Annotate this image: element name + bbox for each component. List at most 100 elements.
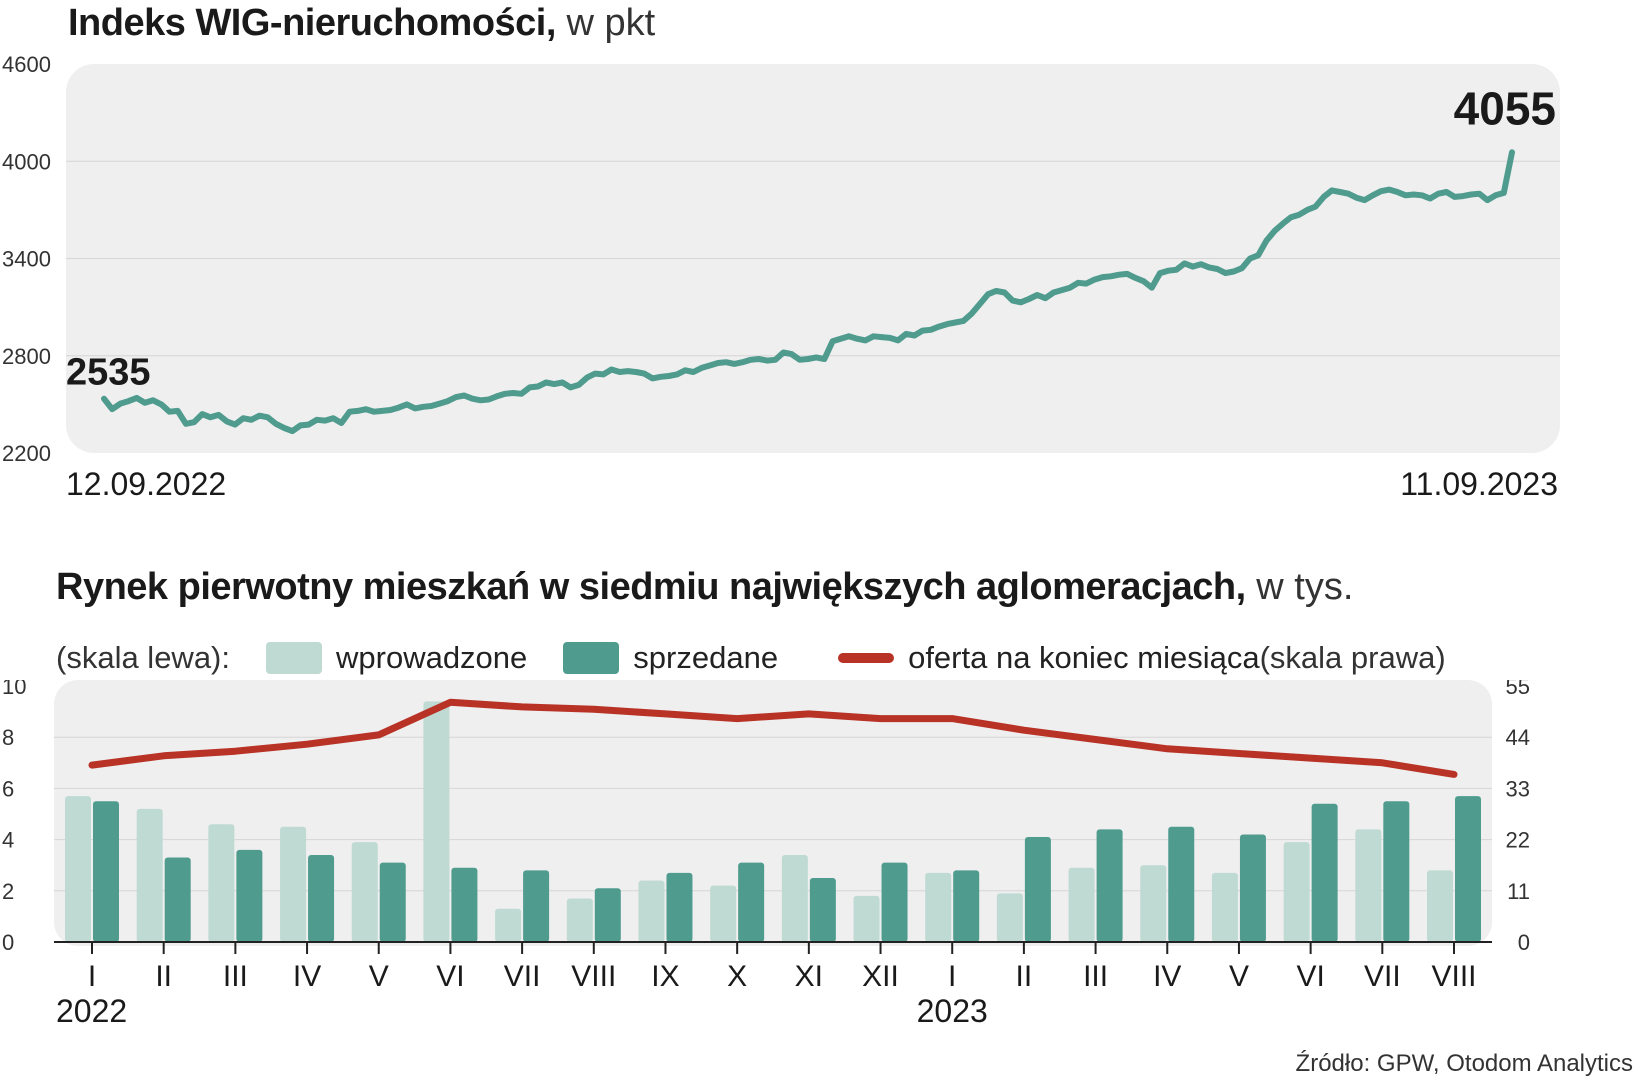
bar-sold — [451, 867, 478, 942]
bar-introduced — [925, 872, 952, 942]
x-tick-label: II — [1016, 960, 1033, 993]
x-tick-label: VII — [1364, 960, 1401, 993]
y-left-tick-label: 2 — [2, 879, 14, 904]
bar-sold — [1239, 834, 1266, 942]
plot-panel — [54, 680, 1492, 946]
x-tick-label: VI — [1296, 960, 1324, 993]
y-tick-label: 4000 — [2, 149, 51, 174]
x-tick-label: III — [1083, 960, 1108, 993]
x-tick-label: VIII — [1431, 960, 1476, 993]
legend-label-introduced: wprowadzone — [336, 640, 528, 675]
y-tick-label: 3400 — [2, 247, 51, 272]
x-end-date-label: 11.09.2023 — [1400, 466, 1558, 502]
bar-sold — [881, 862, 908, 942]
bar-introduced — [1068, 867, 1095, 942]
bar-sold — [594, 888, 621, 942]
legend-swatch-sold — [563, 642, 620, 674]
x-tick-label: V — [1229, 960, 1249, 993]
bar-sold — [236, 849, 263, 942]
bar-sold — [1383, 801, 1410, 942]
chart-title-market: Rynek pierwotny mieszkań w siedmiu najwi… — [56, 566, 1354, 608]
legend-label-offer-suffix: (skala prawa) — [1259, 640, 1446, 675]
x-tick-label: XI — [795, 960, 823, 993]
bar-introduced — [566, 898, 593, 942]
source-note: Źródło: GPW, Otodom Analytics — [1295, 1050, 1633, 1077]
bar-sold — [523, 870, 550, 942]
bar-introduced — [423, 701, 450, 942]
x-tick-label: III — [223, 960, 248, 993]
x-tick-label: IV — [293, 960, 321, 993]
end-value-label: 4055 — [1454, 82, 1556, 134]
y-right-tick-label: 11 — [1507, 879, 1530, 904]
bar-sold — [953, 870, 980, 942]
bar-introduced — [996, 893, 1023, 942]
x-tick-label: VI — [436, 960, 464, 993]
index-line-chart: 2200 2800 3400 4000 4600 2535 4055 12.09.2022 11… — [2, 52, 1560, 502]
x-start-date-label: 12.09.2022 — [66, 466, 226, 502]
legend-prefix: (skala lewa): — [56, 640, 230, 675]
legend: (skala lewa): wprowadzone sprzedane ofer… — [56, 638, 1446, 678]
y-right-tick-label: 44 — [1506, 725, 1530, 750]
x-tick-label: II — [155, 960, 172, 993]
y-tick-label: 2800 — [2, 344, 51, 369]
bar-introduced — [1140, 865, 1167, 942]
y-right-tick-label: 0 — [1518, 930, 1530, 955]
bar-sold — [379, 862, 406, 942]
x-tick-label: IX — [651, 960, 679, 993]
year-label-2023: 2023 — [917, 993, 988, 1029]
offer-series-line — [88, 698, 1458, 778]
bar-sold — [1168, 826, 1195, 942]
bar-sold — [666, 872, 693, 942]
x-tick-label: I — [88, 960, 96, 993]
y-tick-label: 2200 — [2, 441, 51, 466]
y-left-tick-label: 0 — [2, 930, 14, 955]
x-tick-label: I — [948, 960, 956, 993]
y-left-tick-label: 6 — [2, 776, 14, 801]
index-series-line — [101, 149, 1515, 435]
bar-introduced — [710, 885, 737, 942]
legend-swatch-offer — [838, 653, 895, 663]
bar-sold — [164, 857, 191, 942]
y-left-tick-label: 8 — [2, 725, 14, 750]
bar-sold — [1311, 803, 1338, 942]
bar-sold — [93, 801, 119, 942]
x-tick-label: IV — [1153, 960, 1181, 993]
bar-introduced — [208, 824, 235, 942]
x-tick-label: V — [369, 960, 389, 993]
y-left-tick-label: 4 — [2, 828, 14, 853]
bar-sold — [1096, 829, 1123, 942]
bar-introduced — [136, 808, 163, 942]
bar-sold — [1024, 837, 1051, 942]
y-right-tick-label: 33 — [1506, 776, 1530, 801]
legend-label-offer: oferta na koniec miesiąca — [908, 640, 1260, 675]
bar-introduced — [495, 908, 522, 942]
y-right-tick-label: 55 — [1506, 680, 1530, 699]
bar-introduced — [638, 880, 665, 942]
legend-label-sold: sprzedane — [633, 640, 779, 675]
bar-sold — [738, 862, 765, 942]
bar-introduced — [1211, 872, 1238, 942]
bar-introduced — [1355, 829, 1382, 942]
bar-introduced — [1427, 870, 1453, 942]
bar-introduced — [853, 895, 880, 942]
x-tick-label: X — [727, 960, 747, 993]
bar-introduced — [1283, 842, 1310, 942]
year-label-2022: 2022 — [56, 993, 127, 1029]
start-value-label: 2535 — [66, 352, 151, 394]
bar-sold — [308, 854, 335, 942]
legend-swatch-introduced — [266, 642, 322, 674]
bar-introduced — [781, 854, 808, 942]
bar-introduced — [280, 826, 307, 942]
chart-title-index: Indeks WIG-nieruchomości, w pkt — [68, 2, 656, 44]
bar-introduced — [351, 842, 378, 942]
y-tick-label: 4600 — [2, 52, 51, 77]
y-left-tick-label: 10 — [2, 680, 26, 699]
x-tick-label: VII — [504, 960, 541, 993]
bar-sold — [1455, 796, 1481, 942]
y-right-tick-label: 22 — [1506, 828, 1530, 853]
x-tick-label: XII — [862, 960, 899, 993]
x-tick-label: VIII — [571, 960, 616, 993]
bar-introduced — [65, 796, 91, 942]
bar-sold — [809, 878, 836, 942]
